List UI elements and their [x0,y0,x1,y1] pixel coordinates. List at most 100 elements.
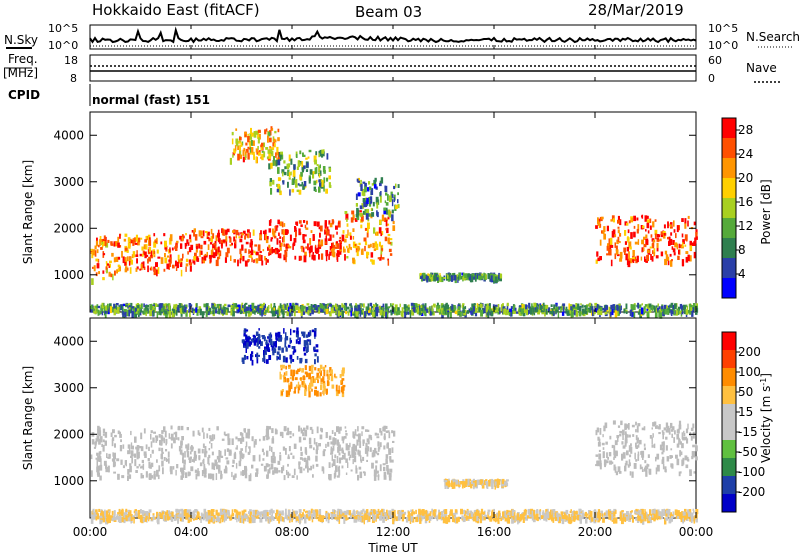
heatmap-cell [300,429,304,434]
heatmap-cell [304,185,307,188]
heatmap-cell [278,240,281,243]
heatmap-cell [164,310,167,315]
heatmap-cell [461,304,464,308]
heatmap-cell [378,227,382,234]
heatmap-cell [270,237,273,240]
heatmap-cell [114,434,117,438]
heatmap-cell [368,213,371,217]
heatmap-cell [637,454,640,461]
heatmap-cell [386,468,390,475]
heatmap-cell [265,234,268,240]
heatmap-cell [258,133,261,140]
heatmap-cell [226,247,230,254]
heatmap-cell [108,265,110,268]
heatmap-cell [650,234,653,238]
heatmap-cell [226,448,230,452]
heatmap-cell [623,247,627,253]
heatmap-cell [644,460,647,464]
heatmap-cell [680,311,684,315]
heatmap-cell [625,309,628,313]
heatmap-cell [301,368,304,373]
heatmap-cell [653,305,656,313]
heatmap-cell [92,249,95,256]
heatmap-cell [185,233,187,236]
heatmap-cell [139,509,142,514]
heatmap-cell [99,475,102,481]
heatmap-cell [662,232,666,239]
heatmap-cell [183,464,186,470]
heatmap-cell [389,456,391,461]
heatmap-cell [262,249,265,252]
heatmap-cell [270,344,273,348]
heatmap-cell [326,153,329,160]
heatmap-cell [569,308,571,314]
heatmap-cell [680,471,682,474]
heatmap-cell [108,271,111,277]
heatmap-cell [203,303,207,308]
heatmap-cell [160,436,164,442]
heatmap-cell [240,310,244,314]
heatmap-cell [245,515,248,518]
heatmap-cell [441,311,444,319]
heatmap-cell [106,453,108,458]
heatmap-cell [294,226,297,229]
heatmap-cell [194,252,197,257]
heatmap-cell [102,517,106,523]
heatmap-cell [674,242,678,248]
heatmap-cell [301,161,304,168]
heatmap-cell [237,304,241,312]
heatmap-cell [283,160,286,164]
heatmap-cell [499,479,502,482]
heatmap-cell [473,303,476,309]
heatmap-cell [259,438,261,442]
heatmap-cell [452,309,455,312]
heatmap-cell [154,305,156,310]
heatmap-cell [318,173,321,178]
heatmap-cell [292,170,296,178]
heatmap-cell [139,304,141,308]
heatmap-cell [243,330,246,336]
heatmap-cell [143,310,146,315]
heatmap-cell [318,150,322,157]
heatmap-cell [686,306,689,310]
heatmap-cell [653,248,656,254]
heatmap-cell [236,139,239,147]
heatmap-cell [278,309,281,316]
heatmap-cell [186,239,189,244]
heatmap-cell [300,446,302,451]
y-tick-label: 1000 [53,268,84,282]
heatmap-cell [186,509,189,514]
heatmap-cell [212,307,215,313]
heatmap-cell [90,470,93,477]
heatmap-cell [322,166,326,172]
heatmap-cell [252,229,255,236]
heatmap-cell [325,250,329,257]
heatmap-cell [610,512,614,516]
heatmap-cell [271,512,273,517]
heatmap-cell [613,306,616,311]
heatmap-cell [318,186,321,193]
heatmap-cell [241,357,243,363]
heatmap-cell [681,514,685,518]
heatmap-cell [506,482,509,487]
heatmap-cell [391,199,394,207]
heatmap-cell [306,220,308,225]
heatmap-cell [249,310,252,316]
heatmap-cell [380,307,383,310]
heatmap-cell [320,427,322,432]
heatmap-cell [572,304,576,307]
heatmap-cell [108,453,111,459]
heatmap-cell [215,235,218,242]
heatmap-cell [509,510,512,516]
heatmap-cell [318,165,321,173]
heatmap-cell [622,513,626,519]
heatmap-cell [369,200,372,207]
heatmap-cell [305,306,309,313]
heatmap-cell [199,250,203,255]
heatmap-cell [313,221,317,227]
heatmap-cell [341,457,343,460]
heatmap-cell [143,266,146,270]
heatmap-cell [147,511,150,517]
heatmap-cell [479,480,483,485]
heatmap-cell [648,309,652,313]
